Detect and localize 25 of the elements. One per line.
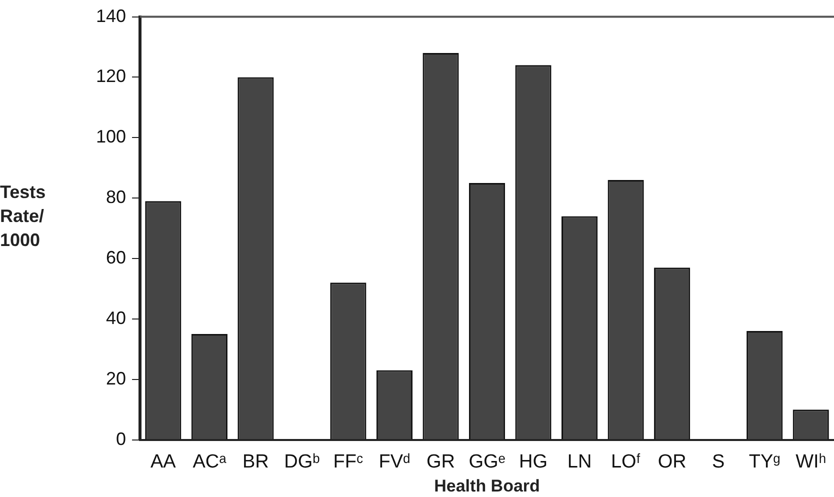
y-tick-label: 40: [106, 308, 126, 328]
y-tick-label: 120: [96, 66, 126, 86]
x-tick-label: TYᵍ: [748, 451, 780, 472]
x-tick-label: LOᶠ: [610, 451, 641, 472]
x-tick-label: HG: [519, 451, 548, 472]
x-tick-label: WIʰ: [796, 451, 826, 472]
y-tick-label: 140: [96, 6, 126, 26]
x-tick-label: LN: [567, 451, 592, 472]
x-tick-label: OR: [658, 451, 686, 472]
x-axis-title: Health Board: [434, 476, 540, 496]
x-tick-label: S: [712, 451, 725, 472]
y-tick-label: 100: [96, 126, 126, 147]
x-tick-label: DGᵇ: [284, 451, 320, 472]
x-tick-label: GR: [426, 451, 455, 472]
y-tick-label: 80: [106, 187, 126, 208]
y-axis-title: Tests Rate/ 1000: [0, 181, 47, 252]
y-tick-label: 60: [106, 247, 126, 268]
x-tick-label: BR: [242, 451, 269, 472]
x-tick-label: GGᵉ: [468, 451, 506, 472]
x-tick-label: FVᵈ: [378, 451, 410, 472]
x-tick-label: FFᶜ: [333, 451, 364, 472]
x-tick-label: ACᵃ: [192, 451, 228, 472]
y-tick-label: 20: [106, 368, 126, 388]
y-tick-label: 0: [116, 428, 126, 449]
x-tick-label: AA: [150, 451, 176, 472]
